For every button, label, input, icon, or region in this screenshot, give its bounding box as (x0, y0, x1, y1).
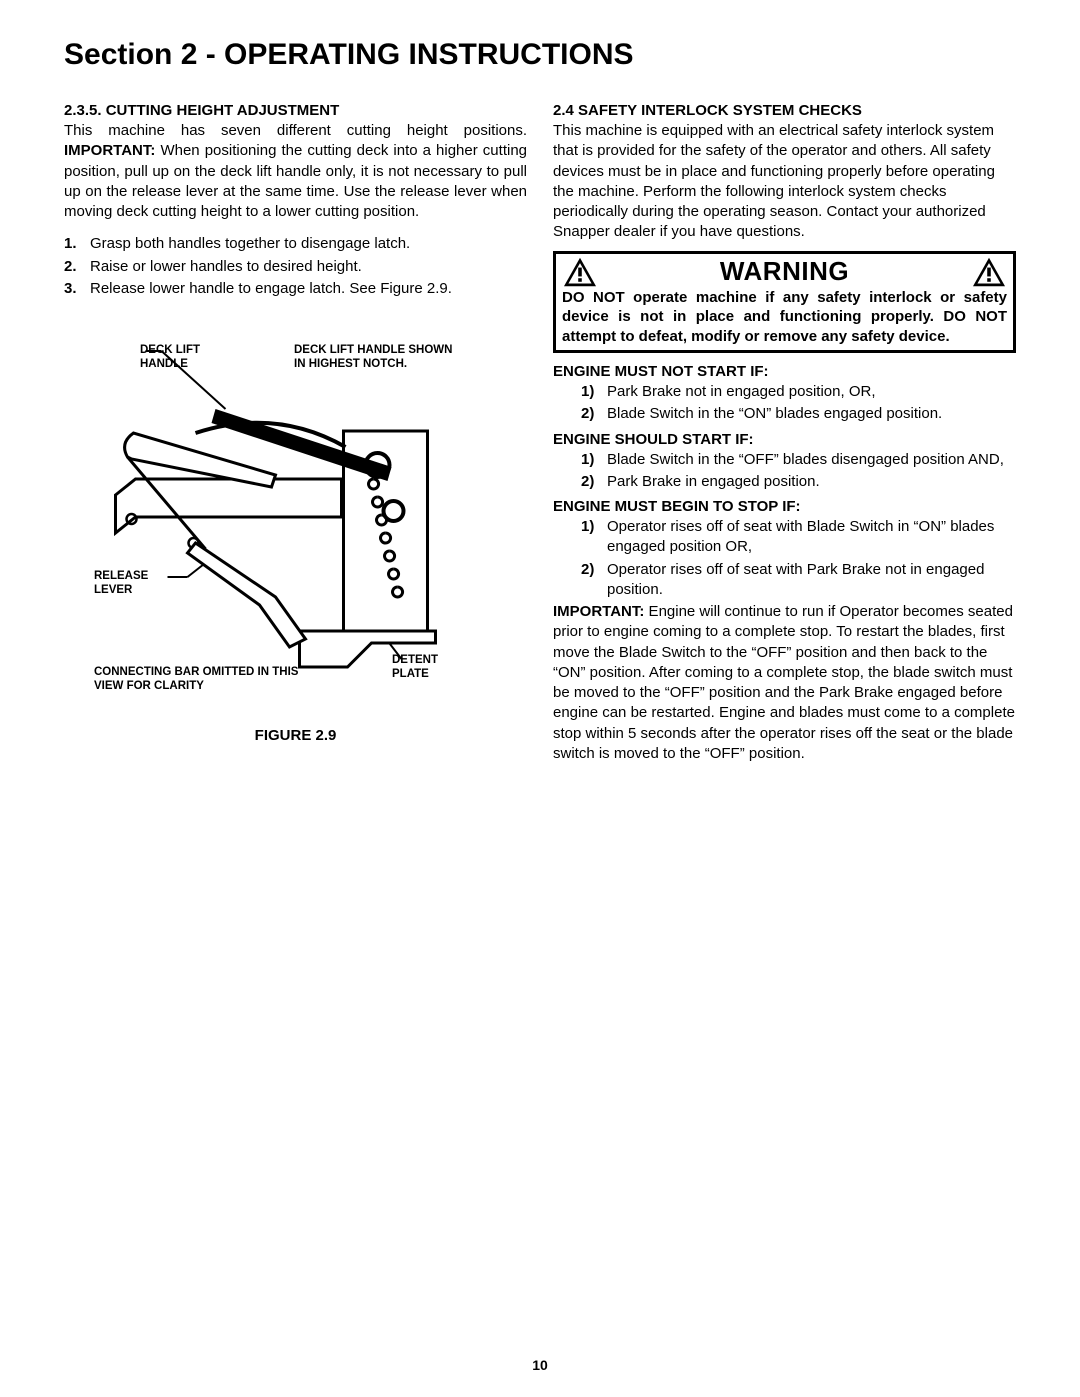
list-item: 1)Operator rises off of seat with Blade … (607, 517, 1016, 558)
item-num: 2) (581, 560, 594, 580)
item-text: Park Brake in engaged position. (607, 473, 820, 490)
step-1: 1.Grasp both handles together to disenga… (90, 234, 527, 254)
heading-2-3-5: 2.3.5. CUTTING HEIGHT ADJUSTMENT (64, 102, 527, 119)
item-text: Blade Switch in the “ON” blades engaged … (607, 405, 942, 422)
fig-label-release: RELEASE LEVER (94, 569, 148, 598)
figure-2-9: DECK LIFT HANDLE DECK LIFT HANDLE SHOWN … (64, 337, 527, 717)
item-num: 1) (581, 382, 594, 402)
not-start-list: 1) Park Brake not in engaged position, OR… (553, 382, 1016, 425)
warning-triangle-icon (562, 256, 598, 288)
figure-caption: FIGURE 2.9 (64, 727, 527, 744)
intro-part1: This machine has seven different cutting… (64, 122, 527, 139)
list-item: 2)Blade Switch in the “ON” blades engage… (607, 404, 1016, 424)
sub-not-start: ENGINE MUST NOT START IF: (553, 363, 1016, 380)
step-2: 2.Raise or lower handles to desired heig… (90, 257, 527, 277)
item-text: Park Brake not in engaged position, OR, (607, 383, 876, 400)
warning-title: WARNING (720, 256, 849, 287)
fig-label-conn: CONNECTING BAR OMITTED IN THIS VIEW FOR … (94, 665, 298, 694)
list-item: 2)Park Brake in engaged position. (607, 472, 1016, 492)
cutting-height-steps: 1. Grasp both handles together to disenga… (64, 234, 527, 299)
step-3: 3.Release lower handle to engage latch. … (90, 279, 527, 299)
item-text: Operator rises off of seat with Park Bra… (607, 561, 984, 598)
item-num: 1) (581, 450, 594, 470)
deck-lift-diagram (64, 337, 527, 717)
page-number: 10 (0, 1357, 1080, 1373)
step-num: 3. (64, 279, 77, 299)
step-num: 2. (64, 257, 77, 277)
left-column: 2.3.5. CUTTING HEIGHT ADJUSTMENT This ma… (64, 102, 527, 764)
list-item: 1)Blade Switch in the “OFF” blades disen… (607, 450, 1016, 470)
item-text: Blade Switch in the “OFF” blades disenga… (607, 451, 1004, 468)
warning-body: DO NOT operate machine if any safety int… (556, 288, 1013, 351)
fig-label-detent: DETENT PLATE (392, 653, 438, 682)
cutting-height-intro: This machine has seven different cutting… (64, 121, 527, 222)
fig-label-deck-lift: DECK LIFT HANDLE (140, 343, 200, 372)
important-note: IMPORTANT: Engine will continue to run i… (553, 602, 1016, 764)
right-column: 2.4 SAFETY INTERLOCK SYSTEM CHECKS This … (553, 102, 1016, 764)
step-text: Grasp both handles together to disengage… (90, 235, 410, 252)
warning-header: WARNING (556, 254, 1013, 288)
important-text: Engine will continue to run if Operator … (553, 603, 1015, 762)
should-start-list: 1) Blade Switch in the “OFF” blades disen… (553, 450, 1016, 493)
page-title: Section 2 - OPERATING INSTRUCTIONS (64, 38, 1016, 72)
step-text: Release lower handle to engage latch. Se… (90, 280, 452, 297)
fig-label-shown: DECK LIFT HANDLE SHOWN IN HIGHEST NOTCH. (294, 343, 452, 372)
warning-triangle-icon (971, 256, 1007, 288)
item-num: 2) (581, 404, 594, 424)
intro-important-label: IMPORTANT: (64, 142, 155, 159)
warning-box: WARNING DO NOT operate machine if any sa… (553, 251, 1016, 354)
item-num: 2) (581, 472, 594, 492)
safety-interlock-intro: This machine is equipped with an electri… (553, 121, 1016, 243)
important-label: IMPORTANT: (553, 603, 644, 620)
list-item: 1)Park Brake not in engaged position, OR… (607, 382, 1016, 402)
stop-list: 1) Operator rises off of seat with Blade … (553, 517, 1016, 600)
step-num: 1. (64, 234, 77, 254)
sub-stop: ENGINE MUST BEGIN TO STOP IF: (553, 498, 1016, 515)
content-columns: 2.3.5. CUTTING HEIGHT ADJUSTMENT This ma… (64, 102, 1016, 764)
item-text: Operator rises off of seat with Blade Sw… (607, 518, 994, 555)
step-text: Raise or lower handles to desired height… (90, 258, 362, 275)
item-num: 1) (581, 517, 594, 537)
heading-2-4: 2.4 SAFETY INTERLOCK SYSTEM CHECKS (553, 102, 1016, 119)
sub-should-start: ENGINE SHOULD START IF: (553, 431, 1016, 448)
list-item: 2)Operator rises off of seat with Park B… (607, 560, 1016, 601)
